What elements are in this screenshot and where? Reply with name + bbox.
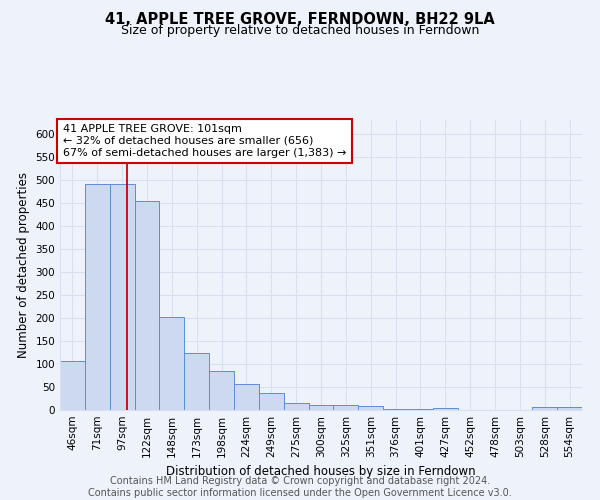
Bar (383, 409, 408, 410)
Bar (184, 353, 209, 410)
Text: 41, APPLE TREE GROVE, FERNDOWN, BH22 9LA: 41, APPLE TREE GROVE, FERNDOWN, BH22 9LA (105, 12, 495, 28)
Bar (308, 406, 334, 410)
Text: Size of property relative to detached houses in Ferndown: Size of property relative to detached ho… (121, 24, 479, 37)
X-axis label: Distribution of detached houses by size in Ferndown: Distribution of detached houses by size … (166, 466, 476, 478)
Bar (358, 406, 383, 410)
Bar (557, 407, 582, 410)
Bar (160, 317, 184, 410)
Text: 41 APPLE TREE GROVE: 101sqm
← 32% of detached houses are smaller (656)
67% of se: 41 APPLE TREE GROVE: 101sqm ← 32% of det… (62, 124, 346, 158)
Y-axis label: Number of detached properties: Number of detached properties (17, 172, 30, 358)
Bar (234, 384, 259, 410)
Text: Contains HM Land Registry data © Crown copyright and database right 2024.
Contai: Contains HM Land Registry data © Crown c… (88, 476, 512, 498)
Bar (60, 361, 85, 410)
Bar (433, 408, 458, 410)
Bar (284, 402, 308, 410)
Bar (209, 372, 234, 410)
Bar (134, 200, 160, 410)
Bar (408, 409, 433, 410)
Bar (110, 184, 134, 410)
Bar (85, 184, 110, 410)
Bar (334, 406, 358, 410)
Bar (259, 393, 284, 410)
Bar (532, 407, 557, 410)
